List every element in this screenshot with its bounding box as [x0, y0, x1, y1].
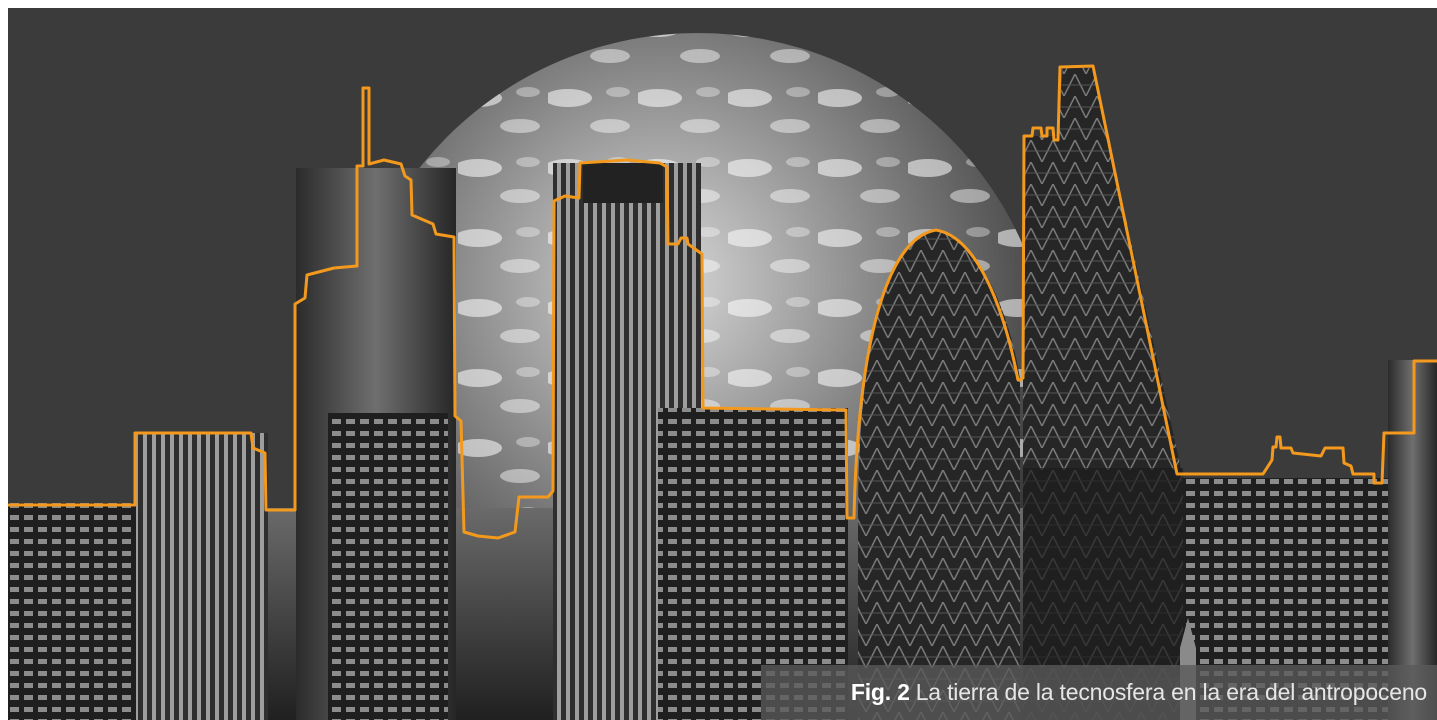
skyline-illustration: [8, 33, 1437, 720]
skyline-outline: [8, 64, 1437, 540]
figure-label: Fig. 2: [850, 679, 910, 705]
figure-caption-text: La tierra de la tecnosfera en la era del…: [915, 679, 1427, 705]
skyline-buildings: [8, 68, 1437, 720]
figure-image: Fig. 2 La tierra de la tecnosfera en la …: [8, 8, 1437, 720]
figure-caption: Fig. 2 La tierra de la tecnosfera en la …: [761, 665, 1437, 720]
